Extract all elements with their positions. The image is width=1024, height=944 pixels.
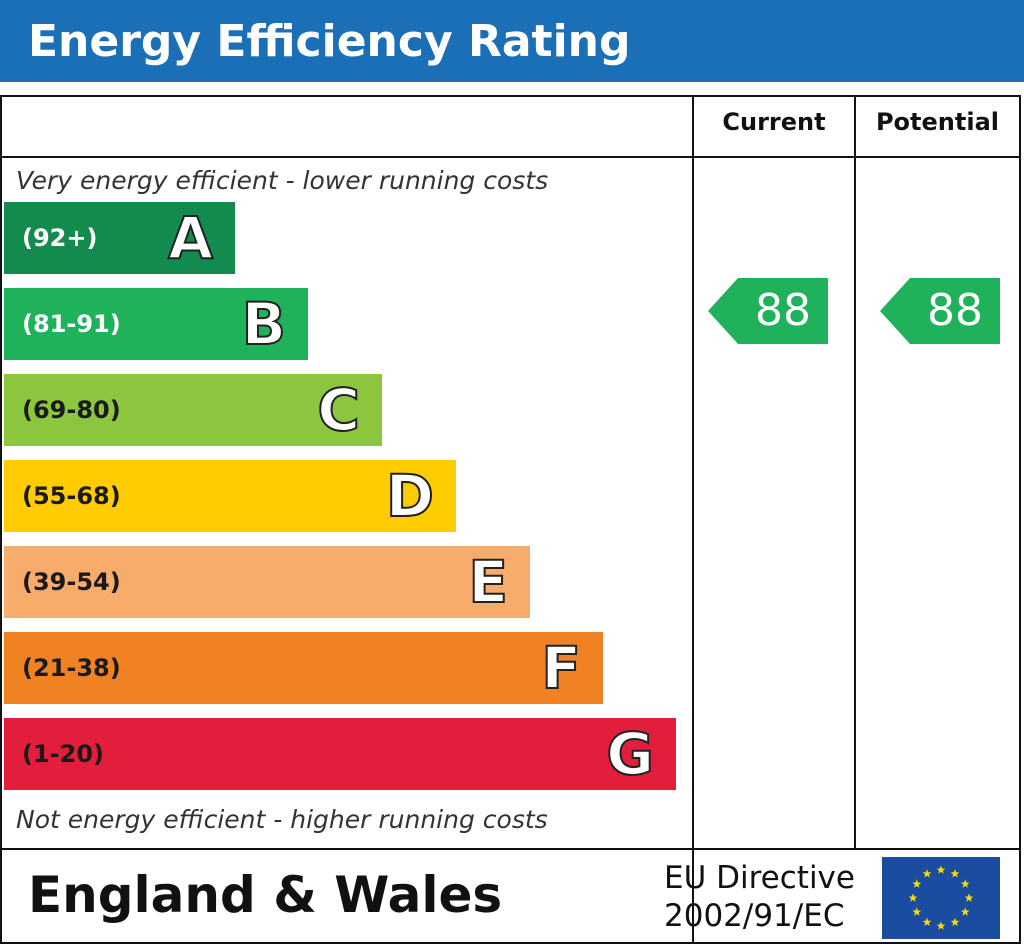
- band-range-c: (69-80): [22, 396, 121, 424]
- band-range-e: (39-54): [22, 568, 121, 596]
- region-label: England & Wales: [28, 866, 503, 924]
- current-rating-arrow: 88: [708, 278, 828, 344]
- eu-star-icon: [908, 893, 918, 902]
- band-range-d: (55-68): [22, 482, 121, 510]
- band-e: (39-54) E: [4, 546, 530, 618]
- potential-rating-arrow: 88: [880, 278, 1000, 344]
- band-letter-g: G: [605, 719, 655, 789]
- band-letter-f: F: [540, 633, 582, 703]
- title-bar: Energy Efficiency Rating: [0, 0, 1024, 82]
- band-range-g: (1-20): [22, 740, 104, 768]
- current-rating-value: 88: [755, 285, 811, 336]
- band-range-f: (21-38): [22, 654, 121, 682]
- eu-flag-icon: [882, 857, 1000, 939]
- directive-line-1: EU Directive: [664, 860, 855, 896]
- band-letter-c: C: [316, 375, 361, 445]
- band-a: (92+) A: [4, 202, 235, 274]
- eu-star-icon: [922, 869, 932, 878]
- band-letter-b: B: [241, 289, 287, 359]
- chart-frame: [0, 95, 1021, 944]
- eu-star-icon: [912, 907, 922, 916]
- eu-star-icon: [936, 921, 946, 930]
- directive-line-2: 2002/91/EC: [664, 898, 845, 934]
- band-letter-a: A: [167, 203, 214, 273]
- eu-star-icon: [960, 879, 970, 888]
- current-rating-arrow-shape: [708, 278, 828, 344]
- band-d: (55-68) D: [4, 460, 456, 532]
- footer-divider: [0, 848, 1021, 850]
- top-note: Very energy efficient - lower running co…: [16, 166, 549, 195]
- potential-column-header: Potential: [875, 108, 1000, 136]
- current-column-divider: [692, 95, 694, 944]
- potential-column-divider: [854, 95, 856, 850]
- band-range-b: (81-91): [22, 310, 121, 338]
- band-letter-d: D: [385, 461, 435, 531]
- eu-star-icon: [950, 917, 960, 926]
- column-header-divider: [0, 156, 1021, 158]
- eu-star-icon: [964, 893, 974, 902]
- eu-star-icon: [922, 917, 932, 926]
- eu-star-icon: [950, 869, 960, 878]
- bottom-note: Not energy efficient - higher running co…: [16, 805, 548, 834]
- band-b: (81-91) B: [4, 288, 308, 360]
- band-letter-e: E: [467, 547, 509, 617]
- potential-rating-value: 88: [927, 285, 983, 336]
- current-column-header: Current: [722, 108, 826, 136]
- eu-star-icon: [960, 907, 970, 916]
- band-g: (1-20) G: [4, 718, 676, 790]
- band-c: (69-80) C: [4, 374, 382, 446]
- band-f: (21-38) F: [4, 632, 603, 704]
- chart-title: Energy Efficiency Rating: [28, 16, 631, 67]
- eu-star-icon: [912, 879, 922, 888]
- band-range-a: (92+): [22, 224, 98, 252]
- potential-rating-arrow-shape: [880, 278, 1000, 344]
- eu-star-icon: [936, 865, 946, 874]
